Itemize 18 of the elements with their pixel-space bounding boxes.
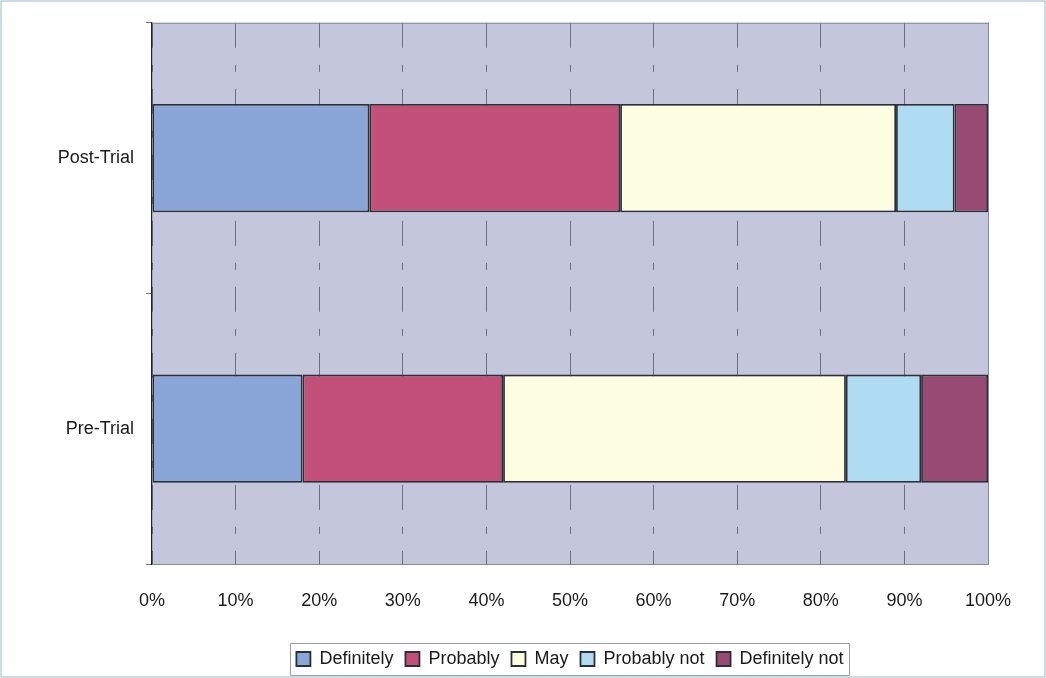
- legend-label: Definitely not: [739, 647, 844, 668]
- x-tick-label: 70%: [719, 589, 756, 610]
- legend-label: Probably not: [603, 647, 705, 668]
- y-tick-label: Pre-Trial: [65, 417, 134, 438]
- x-tick-label: 40%: [468, 589, 505, 610]
- x-tick-label: 0%: [138, 589, 166, 610]
- legend-label: May: [534, 647, 569, 668]
- x-tick-label: 60%: [635, 589, 672, 610]
- x-tick-label: 20%: [301, 589, 338, 610]
- legend-label: Probably: [428, 647, 500, 668]
- x-tick-label: 90%: [886, 589, 923, 610]
- x-tick-label: 80%: [802, 589, 839, 610]
- y-tick-label: Post-Trial: [57, 147, 134, 168]
- x-tick-label: 10%: [217, 589, 254, 610]
- x-tick-label: 50%: [551, 589, 589, 610]
- x-tick-label: 30%: [384, 589, 421, 610]
- legend-label: Definitely: [319, 647, 394, 668]
- x-tick-label: 100%: [964, 589, 1012, 610]
